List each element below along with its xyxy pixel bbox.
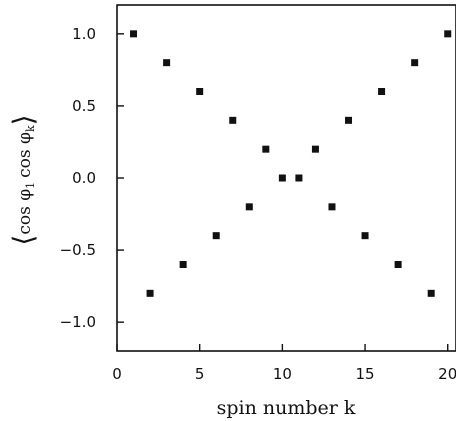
y-axis-title-sub2: k [24,125,37,132]
y-tick-label: −1.0 [60,313,96,331]
data-point [212,232,220,240]
data-point [130,30,138,38]
data-point [262,145,270,153]
data-point [179,261,187,268]
plot-frame [116,4,456,352]
y-axis-title: ⟨cos φ1cos φk⟩ [7,114,40,245]
data-point [278,174,286,182]
data-point [311,145,319,153]
data-point [328,203,336,211]
data-point [345,116,353,124]
data-point [411,59,419,67]
data-point [146,289,154,297]
x-axis-title: spin number k [217,397,356,419]
data-point [295,174,303,182]
data-point [361,232,369,240]
data-point [229,116,237,124]
x-tick-label: 20 [438,365,456,383]
data-point [394,261,402,268]
data-point [196,88,204,95]
y-tick-label: 0.5 [72,97,96,115]
data-points [130,30,452,297]
data-point [427,289,435,297]
y-axis-title-close-bracket: ⟩ [7,114,40,125]
y-tick-label: 1.0 [72,25,96,43]
x-tick-label: 15 [356,365,375,383]
data-point [378,88,386,95]
data-point [245,203,253,211]
y-tick-label: −0.5 [60,241,96,259]
x-tick-label: 0 [112,365,122,383]
y-axis-title-cos2: cos φ [15,132,35,178]
data-point [444,30,452,38]
y-axis-title-open-bracket: ⟨ [7,235,40,246]
y-axis-title-cos1: cos φ [15,189,35,235]
data-point [163,59,171,67]
y-axis: 1.0 0.5 0.0 −0.5 −1.0 [60,25,124,331]
y-tick-label: 0.0 [72,169,96,187]
x-axis: 0 5 10 15 20 [112,344,456,383]
y-axis-title-sub1: 1 [24,182,37,189]
x-tick-label: 5 [195,365,205,383]
x-tick-label: 10 [273,365,292,383]
